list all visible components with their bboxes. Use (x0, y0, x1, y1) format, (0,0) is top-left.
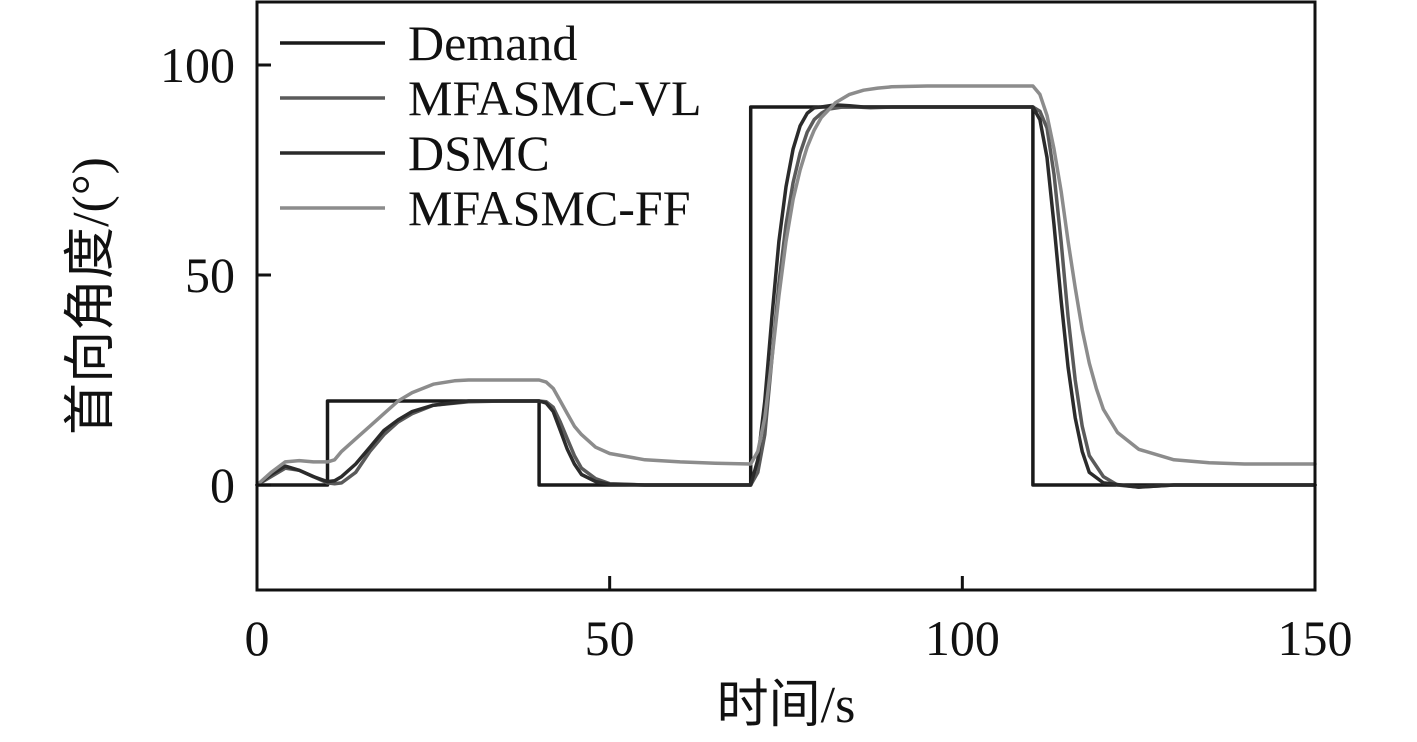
x-tick-label: 150 (1278, 610, 1353, 666)
legend-label-demand: Demand (408, 15, 577, 71)
legend-label-dsmc: DSMC (408, 125, 550, 181)
series-layer (255, 84, 1317, 489)
plot-frame (255, 0, 1317, 592)
y-tick-label: 0 (210, 457, 235, 513)
y-axis-title: 首向角度/(°) (63, 157, 120, 435)
y-tick-label: 100 (160, 37, 235, 93)
x-tick-label: 100 (925, 610, 1000, 666)
x-axis-title: 时间/s (717, 677, 856, 734)
legend-label-mfasmc-ff: MFASMC-FF (408, 180, 691, 236)
legend-label-mfasmc-vl: MFASMC-VL (408, 70, 702, 126)
x-tick-label: 0 (245, 610, 270, 666)
series-line-mfasmc-ff (255, 84, 1317, 487)
y-tick-label: 50 (185, 247, 235, 303)
axes-layer: 0 50 100 150 0 50 100 (160, 0, 1353, 666)
x-tick-label: 50 (585, 610, 635, 666)
